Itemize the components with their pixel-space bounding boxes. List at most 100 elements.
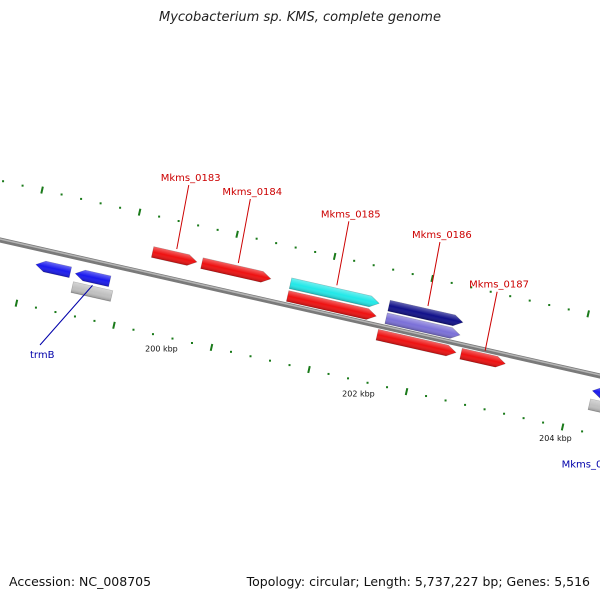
minor-tick: [21, 184, 24, 187]
minor-tick: [450, 281, 453, 284]
minor-tick: [464, 403, 467, 406]
minor-tick: [528, 299, 531, 302]
major-tick: [560, 423, 565, 431]
gene-Mkms_0185[interactable]: [288, 277, 380, 309]
gene-label[interactable]: Mkms_0183: [161, 173, 221, 184]
minor-tick: [158, 215, 161, 218]
major-tick: [137, 208, 142, 216]
minor-tick: [255, 237, 258, 240]
scale-label: 202 kbp: [342, 389, 375, 398]
minor-tick: [327, 372, 330, 375]
gene-label[interactable]: Mkms_0184: [222, 187, 282, 198]
gene-g-red-202[interactable]: [286, 290, 377, 322]
major-tick: [112, 321, 116, 329]
minor-tick: [392, 268, 395, 271]
minor-tick: [132, 328, 135, 331]
minor-tick: [509, 295, 512, 298]
backbone-line: [0, 237, 600, 379]
gene-shading: [286, 290, 377, 320]
scale-label: 204 kbp: [539, 434, 572, 443]
gene-body: [591, 387, 600, 405]
minor-tick: [54, 311, 57, 314]
callout-line: [176, 184, 190, 250]
minor-tick: [503, 412, 506, 415]
gene-label[interactable]: Mkms_0186: [412, 230, 472, 241]
minor-tick: [216, 228, 219, 231]
gene-g-left-gray[interactable]: [70, 281, 114, 302]
minor-tick: [444, 399, 447, 402]
gene-label[interactable]: Mkms_0185: [321, 209, 381, 220]
minor-tick: [542, 421, 545, 424]
gene-shading: [387, 300, 463, 326]
minor-tick: [411, 273, 414, 276]
gene-Mkms_0186[interactable]: [387, 299, 464, 327]
gene-track: [35, 246, 600, 419]
minor-tick: [386, 386, 389, 389]
minor-tick: [119, 206, 122, 209]
minor-tick: [288, 364, 291, 367]
gene-shading: [459, 348, 506, 368]
minor-tick: [548, 304, 551, 307]
tick-row-bottom: [14, 299, 584, 433]
minor-tick: [151, 333, 154, 336]
page-title: Mycobacterium sp. KMS, complete genome: [159, 10, 441, 25]
minor-tick: [372, 264, 375, 267]
major-tick: [332, 252, 337, 261]
callout-line: [336, 221, 350, 286]
major-tick: [586, 310, 590, 318]
gene-g-gray-206[interactable]: [587, 398, 600, 419]
gene-Mkms_0187[interactable]: [459, 347, 507, 369]
gene-shading: [75, 270, 111, 287]
minor-tick: [489, 290, 492, 293]
gene-label[interactable]: Mkms_0187: [469, 280, 529, 291]
minor-tick: [99, 202, 102, 205]
minor-tick: [93, 319, 96, 322]
minor-tick: [522, 417, 525, 420]
minor-tick: [425, 395, 428, 398]
minor-tick: [581, 430, 584, 433]
gene-shading: [35, 261, 72, 278]
minor-tick: [275, 242, 278, 245]
gene-label[interactable]: Mkms_0188: [562, 460, 600, 471]
gene-g-purple-203[interactable]: [384, 312, 461, 340]
major-tick: [235, 230, 239, 238]
minor-tick: [190, 341, 193, 344]
minor-tick: [314, 250, 317, 253]
minor-tick: [2, 180, 5, 183]
gene-Mkms_0188[interactable]: [591, 385, 600, 405]
gene-g-left-blue-a[interactable]: [35, 259, 72, 279]
genome-summary-text: Topology: circular; Length: 5,737,227 bp…: [246, 574, 590, 589]
gene-shading: [384, 312, 460, 339]
minor-tick: [470, 286, 473, 289]
minor-tick: [229, 350, 232, 353]
minor-tick: [80, 197, 83, 200]
major-tick: [430, 274, 434, 283]
gene-label[interactable]: trmB: [30, 350, 55, 361]
callout-line: [427, 241, 441, 307]
gene-shading: [200, 257, 271, 283]
minor-tick: [269, 359, 272, 362]
major-tick: [209, 343, 214, 352]
minor-tick: [294, 246, 297, 249]
callout-line: [237, 198, 251, 264]
major-tick: [307, 365, 311, 374]
minor-tick: [249, 355, 252, 358]
major-tick: [404, 387, 409, 396]
minor-tick: [177, 220, 180, 223]
minor-tick: [73, 315, 76, 318]
callout-line: [39, 285, 93, 346]
gene-shading: [151, 246, 197, 266]
gene-Mkms_0184[interactable]: [200, 257, 272, 284]
callout-line: [484, 291, 498, 351]
gene-Mkms_0183[interactable]: [151, 246, 198, 268]
major-tick: [14, 299, 19, 307]
minor-tick: [353, 259, 356, 262]
gene-g-red-203[interactable]: [375, 328, 457, 358]
gene-trmB[interactable]: [74, 268, 112, 288]
accession-text: Accession: NC_008705: [9, 574, 152, 589]
minor-tick: [60, 193, 63, 196]
gene-shading: [375, 329, 457, 356]
gene-shading: [289, 277, 380, 307]
